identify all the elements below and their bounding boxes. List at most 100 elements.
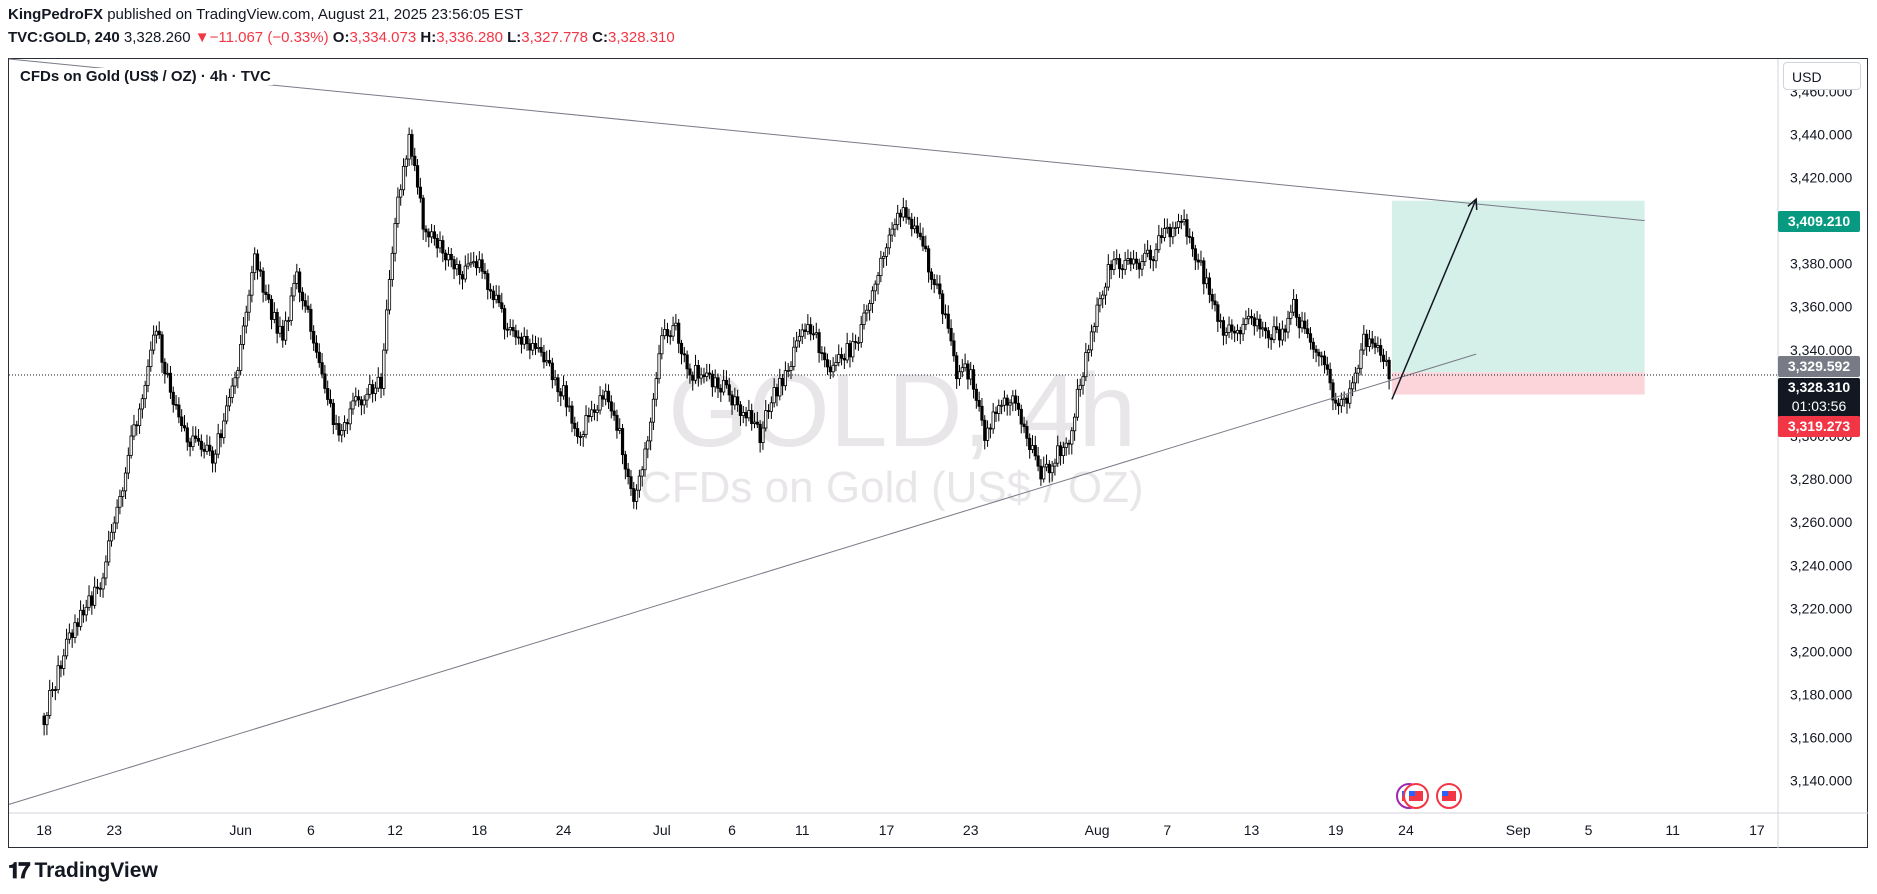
candle — [250, 272, 254, 296]
candle — [1317, 351, 1321, 357]
candle — [1261, 327, 1265, 330]
candle — [1325, 364, 1329, 370]
candle — [432, 231, 437, 239]
candle — [441, 240, 445, 254]
candle — [1277, 329, 1282, 341]
time-axis-tick: 18 — [36, 822, 52, 838]
candle — [533, 343, 538, 349]
candle — [483, 270, 487, 275]
candle — [1148, 249, 1153, 260]
candle — [1078, 384, 1082, 390]
time-axis-tick: Jun — [229, 822, 252, 838]
tradingview-logo[interactable]: 𝟏𝟕 TradingView — [8, 858, 158, 884]
candle — [247, 294, 251, 313]
candle — [365, 393, 369, 401]
candle — [811, 333, 816, 336]
time-axis-tick: 11 — [795, 822, 810, 838]
candle — [564, 385, 568, 408]
candle — [1103, 286, 1108, 296]
candle — [604, 390, 608, 400]
candle — [1359, 349, 1363, 369]
candle — [629, 476, 633, 489]
candle — [960, 367, 964, 373]
candle — [48, 690, 52, 716]
us-flag-event-icon — [1409, 791, 1415, 796]
tv-logo-icon: 𝟏𝟕 — [8, 858, 31, 883]
candle — [163, 361, 167, 375]
candle — [915, 225, 919, 234]
chart-frame — [8, 58, 1868, 848]
candle — [309, 308, 313, 332]
candle — [865, 309, 869, 314]
candle — [1263, 327, 1268, 332]
candle — [418, 186, 422, 199]
candle — [356, 396, 361, 401]
candle — [1151, 259, 1155, 262]
candle — [112, 522, 116, 533]
candle — [458, 264, 462, 276]
candle — [545, 360, 549, 363]
candle — [856, 341, 861, 344]
candle — [415, 165, 420, 188]
candle — [283, 320, 288, 341]
candle — [1019, 408, 1023, 425]
candle — [1258, 318, 1262, 330]
candle — [792, 346, 796, 367]
candle — [1137, 262, 1141, 270]
candle — [286, 320, 290, 322]
candle — [401, 165, 406, 191]
candle — [511, 326, 515, 332]
candle — [174, 403, 178, 406]
candle — [491, 290, 495, 301]
candle — [494, 294, 498, 301]
candle — [884, 247, 889, 257]
candle — [497, 294, 501, 304]
candle — [772, 387, 776, 404]
candle — [87, 595, 91, 608]
candle — [997, 405, 1001, 414]
candle — [328, 399, 333, 404]
candle — [236, 370, 240, 379]
candle — [1283, 328, 1287, 333]
candle — [693, 365, 698, 381]
candle — [1008, 402, 1012, 406]
candle — [376, 376, 380, 389]
candle — [1252, 317, 1256, 327]
candle — [382, 349, 386, 389]
candle — [988, 427, 992, 430]
candle — [660, 335, 664, 355]
price-axis-tick: 3,140.000 — [1790, 773, 1852, 789]
candle — [1387, 359, 1391, 380]
candle — [469, 262, 473, 265]
candle — [135, 424, 139, 427]
candle — [348, 408, 352, 425]
price-axis-tick: 3,160.000 — [1790, 730, 1852, 746]
publisher-name[interactable]: KingPedroFX — [8, 6, 104, 23]
candle — [1005, 397, 1009, 406]
candle — [929, 271, 934, 280]
close-label: C: — [592, 29, 608, 46]
candle — [803, 329, 807, 332]
candle — [1185, 219, 1189, 237]
candle — [547, 360, 552, 364]
candle — [1160, 235, 1164, 238]
time-axis-tick: 18 — [472, 822, 488, 838]
candle — [657, 353, 661, 380]
time-axis-tick: 23 — [963, 822, 979, 838]
currency-selector[interactable]: USD — [1783, 62, 1861, 90]
candle — [90, 595, 94, 606]
candle — [752, 421, 757, 424]
candle — [1230, 324, 1234, 332]
candle — [444, 252, 448, 261]
candle — [528, 343, 532, 351]
candle — [576, 428, 580, 437]
candle — [387, 279, 392, 311]
candle — [474, 261, 479, 269]
candle — [974, 388, 978, 401]
candle — [1011, 395, 1015, 404]
candle — [152, 334, 156, 351]
candle — [56, 665, 60, 691]
candle — [677, 322, 681, 344]
candle — [1165, 226, 1169, 229]
